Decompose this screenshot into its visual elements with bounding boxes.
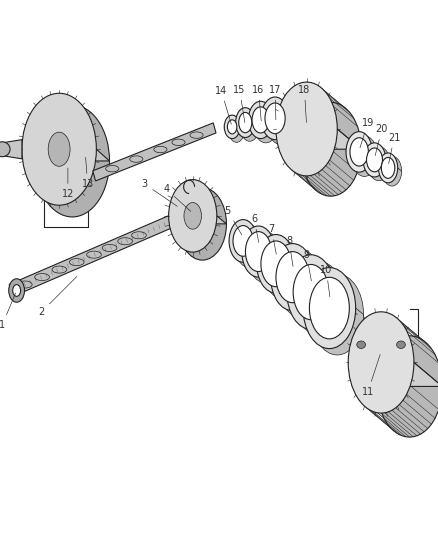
Ellipse shape: [381, 157, 395, 179]
Ellipse shape: [239, 112, 252, 133]
Ellipse shape: [35, 105, 110, 217]
Ellipse shape: [350, 138, 368, 166]
Ellipse shape: [248, 101, 273, 139]
Ellipse shape: [236, 108, 255, 138]
Text: 4: 4: [163, 184, 191, 211]
Text: 11: 11: [362, 354, 380, 397]
Ellipse shape: [396, 341, 405, 349]
Ellipse shape: [254, 106, 278, 143]
Ellipse shape: [378, 153, 398, 183]
Ellipse shape: [267, 102, 295, 144]
Ellipse shape: [229, 119, 244, 142]
Ellipse shape: [351, 136, 378, 176]
Text: 1: 1: [0, 293, 16, 330]
Ellipse shape: [224, 115, 240, 139]
Ellipse shape: [257, 235, 295, 293]
Text: 19: 19: [360, 118, 374, 148]
Text: 12: 12: [62, 168, 74, 199]
Text: 16: 16: [252, 85, 265, 121]
Ellipse shape: [233, 225, 253, 256]
Ellipse shape: [178, 188, 226, 260]
Ellipse shape: [279, 250, 322, 317]
Ellipse shape: [22, 93, 96, 205]
Ellipse shape: [363, 143, 386, 177]
Text: 8: 8: [286, 236, 293, 266]
Text: 17: 17: [269, 85, 281, 120]
Text: 10: 10: [320, 265, 332, 297]
Text: 13: 13: [81, 157, 94, 189]
Text: 14: 14: [215, 86, 231, 124]
Ellipse shape: [377, 336, 438, 437]
Ellipse shape: [240, 111, 259, 141]
Ellipse shape: [261, 97, 289, 140]
Ellipse shape: [242, 226, 275, 277]
Ellipse shape: [48, 132, 70, 166]
Ellipse shape: [293, 264, 329, 320]
Polygon shape: [9, 210, 186, 296]
Ellipse shape: [382, 156, 402, 186]
Ellipse shape: [265, 103, 285, 134]
Text: 6: 6: [251, 214, 259, 243]
Polygon shape: [93, 123, 216, 181]
Ellipse shape: [13, 285, 21, 296]
Text: 21: 21: [388, 133, 400, 164]
Ellipse shape: [235, 225, 263, 268]
Text: 20: 20: [375, 124, 388, 156]
Text: 3: 3: [141, 179, 177, 206]
Ellipse shape: [300, 102, 361, 196]
Ellipse shape: [227, 120, 237, 134]
Ellipse shape: [271, 244, 314, 311]
Ellipse shape: [367, 148, 382, 172]
Ellipse shape: [296, 262, 344, 336]
Ellipse shape: [264, 240, 302, 299]
Ellipse shape: [252, 107, 269, 133]
Ellipse shape: [276, 252, 309, 303]
Ellipse shape: [245, 232, 272, 271]
Ellipse shape: [261, 241, 291, 287]
Text: 9: 9: [304, 250, 311, 281]
Ellipse shape: [287, 255, 335, 329]
Text: 7: 7: [268, 224, 276, 254]
Ellipse shape: [276, 82, 337, 176]
Ellipse shape: [357, 341, 366, 349]
Ellipse shape: [229, 220, 257, 262]
Ellipse shape: [367, 147, 390, 181]
Text: 15: 15: [233, 85, 246, 123]
Ellipse shape: [303, 268, 356, 349]
Ellipse shape: [311, 274, 364, 355]
Polygon shape: [348, 362, 438, 386]
Polygon shape: [22, 149, 110, 161]
Ellipse shape: [184, 203, 201, 229]
Polygon shape: [276, 129, 361, 149]
Polygon shape: [2, 140, 22, 159]
Ellipse shape: [0, 142, 10, 157]
Ellipse shape: [248, 231, 281, 282]
Ellipse shape: [169, 180, 217, 252]
Ellipse shape: [309, 277, 350, 339]
Ellipse shape: [9, 279, 25, 302]
Polygon shape: [169, 216, 226, 224]
Text: 18: 18: [298, 85, 311, 123]
Text: 5: 5: [225, 206, 242, 235]
Ellipse shape: [348, 312, 414, 413]
Text: 2: 2: [39, 277, 77, 317]
Ellipse shape: [346, 132, 372, 172]
